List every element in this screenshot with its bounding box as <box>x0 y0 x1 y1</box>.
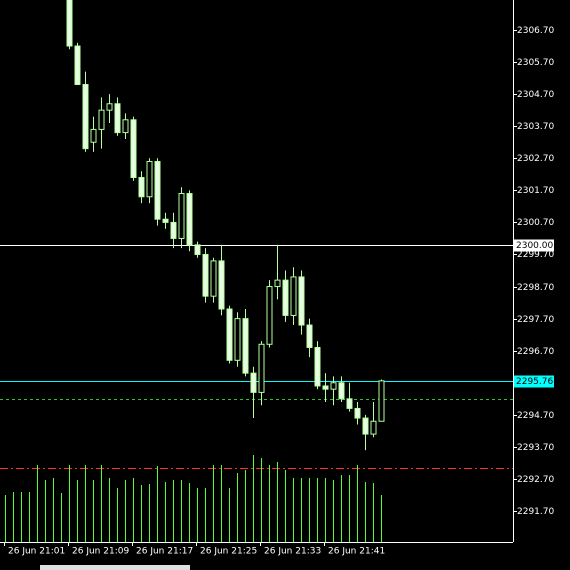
price-label-box <box>514 239 554 252</box>
x-tick-label: 26 Jun 21:41 <box>328 547 385 557</box>
price-label: 2295.76 <box>516 377 553 387</box>
y-tick-label: 2291.70 <box>517 507 554 517</box>
candle-body <box>330 382 337 390</box>
candle-body <box>346 398 353 409</box>
x-tick-label: 26 Jun 21:17 <box>136 547 193 557</box>
x-tick-label: 26 Jun 21:33 <box>264 547 321 557</box>
y-tick-label: 2293.70 <box>517 443 554 453</box>
y-tick-label: 2306.70 <box>517 26 554 36</box>
candle-body <box>218 260 225 310</box>
x-tick-label: 26 Jun 21:09 <box>72 547 129 557</box>
price-label-box <box>514 375 554 388</box>
candle-body <box>130 119 137 179</box>
candle-body <box>138 177 145 198</box>
candle-body <box>378 380 385 422</box>
candle-body <box>322 385 329 390</box>
y-tick-label: 2303.70 <box>517 122 554 132</box>
candle-body <box>98 109 105 130</box>
y-tick-label: 2301.70 <box>517 186 554 196</box>
y-tick-label: 2292.70 <box>517 475 554 485</box>
candle-body <box>178 193 185 239</box>
y-tick-label: 2298.70 <box>517 283 554 293</box>
y-tick-label: 2296.70 <box>517 347 554 357</box>
candle-body <box>122 119 129 134</box>
candle-body <box>282 279 289 316</box>
y-tick-label: 2304.70 <box>517 90 554 100</box>
candle-body <box>258 343 265 393</box>
candle-body <box>202 253 209 297</box>
candle-body <box>146 160 153 198</box>
candle-body <box>106 103 113 111</box>
candle-body <box>290 276 297 316</box>
candle-body <box>370 420 377 435</box>
candle-body <box>234 318 241 361</box>
candle-body <box>66 0 73 47</box>
candle-body <box>242 318 249 374</box>
plot-area <box>0 0 513 469</box>
candle-body <box>314 346 321 387</box>
candle-body <box>250 372 257 393</box>
candle-body <box>186 193 193 246</box>
candle-body <box>162 218 169 223</box>
candle-body <box>274 279 281 288</box>
x-tick-label: 26 Jun 21:01 <box>8 547 65 557</box>
y-tick-label: 2302.70 <box>517 154 554 164</box>
candle-body <box>154 160 161 220</box>
candle-body <box>210 260 217 297</box>
y-tick-label: 2305.70 <box>517 58 554 68</box>
candle-body <box>338 382 345 400</box>
candle-body <box>170 221 177 239</box>
candle-body <box>362 417 369 435</box>
candle-body <box>298 276 305 326</box>
candle-body <box>226 308 233 361</box>
candle-body <box>82 84 89 150</box>
x-tick-label: 26 Jun 21:25 <box>200 547 257 557</box>
candle-body <box>354 407 361 419</box>
candle-body <box>90 128 97 143</box>
candle-body <box>74 45 81 86</box>
y-tick-label: 2297.70 <box>517 315 554 325</box>
y-tick-label: 2294.70 <box>517 411 554 421</box>
candle-body <box>114 103 121 134</box>
candle-body <box>266 286 273 345</box>
candle-body <box>306 324 313 348</box>
y-tick-label: 2300.70 <box>517 218 554 228</box>
scrollbar-tab <box>40 565 190 570</box>
candle-body <box>194 244 201 255</box>
y-tick-label: 2299.70 <box>517 250 554 260</box>
price-label: 2300.00 <box>516 241 553 251</box>
